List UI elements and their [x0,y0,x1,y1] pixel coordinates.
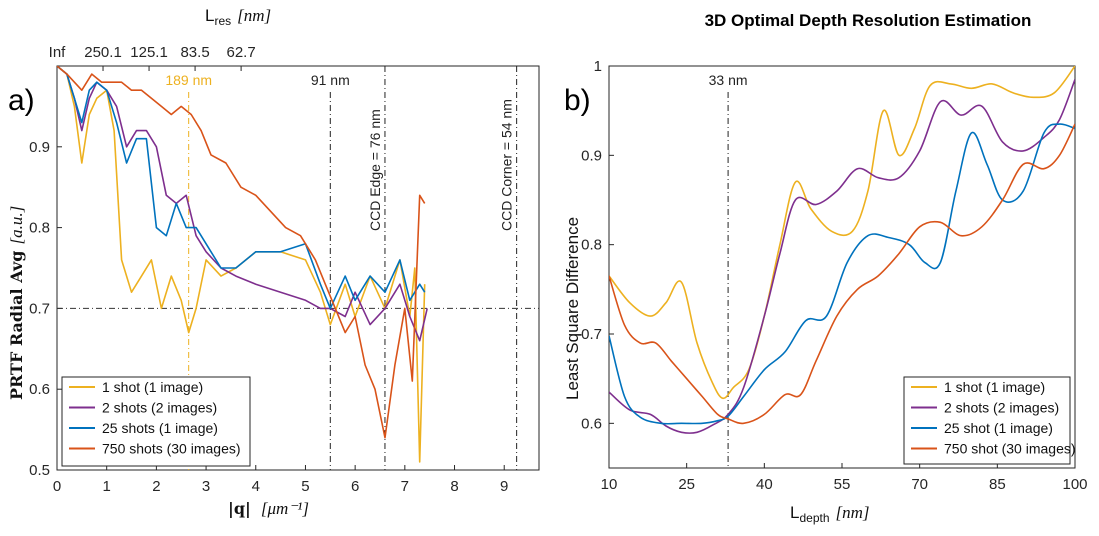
panel-a-legend-box [61,376,251,467]
x-tick-label: 85 [989,476,1006,493]
x-tick-label: 25 [678,476,695,493]
y-tick-label: 0.7 [581,326,602,343]
y-tick-label: 0.7 [29,300,50,317]
legend-label: 1 shot (1 image) [944,379,1045,395]
legend-label: 750 shots (30 images) [102,441,241,457]
panel-b-x-ticks: 10 25 40 55 70 85 100 [601,463,1088,493]
x-tick-label: 55 [834,476,851,493]
panel-a-top-ticks: Inf 250.1 125.1 83.5 62.7 [49,44,256,71]
panel-b-legend: 1 shot (1 image) 2 shots (2 images) 25 sho… [903,376,1076,465]
panel-a-series [57,66,428,463]
x-tick-label: 5 [301,478,309,495]
x-tick-label: 2 [152,478,160,495]
y-tick-label: 0.8 [581,237,602,254]
panel-b-y-ticks: 0.6 0.7 0.8 0.9 1 [581,58,614,432]
panel-a-y-ticks: 0.5 0.6 0.7 0.8 0.9 [29,139,62,479]
top-tick-label: 250.1 [84,44,122,61]
panel-a-x-ticks: 0 1 2 3 4 5 6 7 8 9 [53,465,508,495]
resolution-line-label: CCD Edge = 76 nm [367,109,383,231]
legend-label: 1 shot (1 image) [102,379,203,395]
legend-label: 2 shots (2 images) [944,400,1059,416]
resolution-line-label: 91 nm [311,72,350,88]
legend-label: 750 shot (30 images) [944,441,1076,457]
resolution-line-label: 33 nm [709,72,748,88]
y-tick-label: 0.9 [581,147,602,164]
legend-label: 25 shots (1 image) [102,420,218,436]
panel-a-label: a) [8,84,35,117]
x-tick-label: 40 [756,476,773,493]
y-tick-label: 0.8 [29,220,50,237]
resolution-line-label: CCD Corner = 54 nm [499,99,515,231]
top-tick-label: Inf [49,44,67,61]
panel-b-title: 3D Optimal Depth Resolution Estimation [705,11,1032,30]
x-tick-label: 10 [601,476,618,493]
x-tick-label: 100 [1062,476,1087,493]
top-tick-label: 62.7 [227,44,256,61]
x-tick-label: 8 [450,478,458,495]
series-line-4 [609,123,1075,425]
x-tick-label: 4 [252,478,260,495]
panel-b-y-axis-label: Least Square Difference [563,217,582,400]
panel-b: 10 25 40 55 70 85 100 0.6 0.7 0.8 0.9 1 33 nm b) 3… [563,11,1088,525]
y-tick-label: 0.6 [29,381,50,398]
x-tick-label: 9 [500,478,508,495]
panel-b-reference-lines: 33 nm [709,72,748,468]
series-line-3 [57,66,426,310]
panel-a-x-axis-label: |q| [μm⁻¹] [228,499,309,518]
y-tick-label: 0.6 [581,415,602,432]
top-tick-label: 125.1 [130,44,168,61]
y-tick-label: 0.9 [29,139,50,156]
x-tick-label: 6 [351,478,359,495]
legend-label: 25 shot (1 image) [944,420,1053,436]
x-tick-label: 1 [103,478,111,495]
x-tick-label: 3 [202,478,210,495]
panel-a: 0 1 2 3 4 5 6 7 8 9 0.5 0.6 0.7 0.8 0.9 Inf 250.1 125.1… [7,6,540,518]
panel-a-top-axis-label: Lres [nm] [205,6,271,28]
panel-a-y-axis-label: PRTF Radial Avg[a.u.] [7,206,26,400]
resolution-line-label: 189 nm [165,72,212,88]
panel-a-legend: 1 shot (1 image) 2 shots (2 images) 25 sho… [61,376,251,467]
x-tick-label: 7 [401,478,409,495]
legend-label: 2 shots (2 images) [102,400,217,416]
series-line-3 [609,123,1075,425]
panel-b-x-axis-label: Ldepth [nm] [790,503,870,525]
series-line-4 [57,66,426,439]
x-tick-label: 0 [53,478,61,495]
x-tick-label: 70 [911,476,928,493]
y-tick-label: 0.5 [29,462,50,479]
top-tick-label: 83.5 [180,44,209,61]
series-line-1 [609,66,1075,400]
y-tick-label: 1 [594,58,602,75]
panel-b-label: b) [564,84,591,117]
panel-a-axes-box [56,65,540,471]
panel-b-series [609,66,1075,434]
series-line-2 [609,79,1075,434]
series-line-1 [57,66,426,463]
